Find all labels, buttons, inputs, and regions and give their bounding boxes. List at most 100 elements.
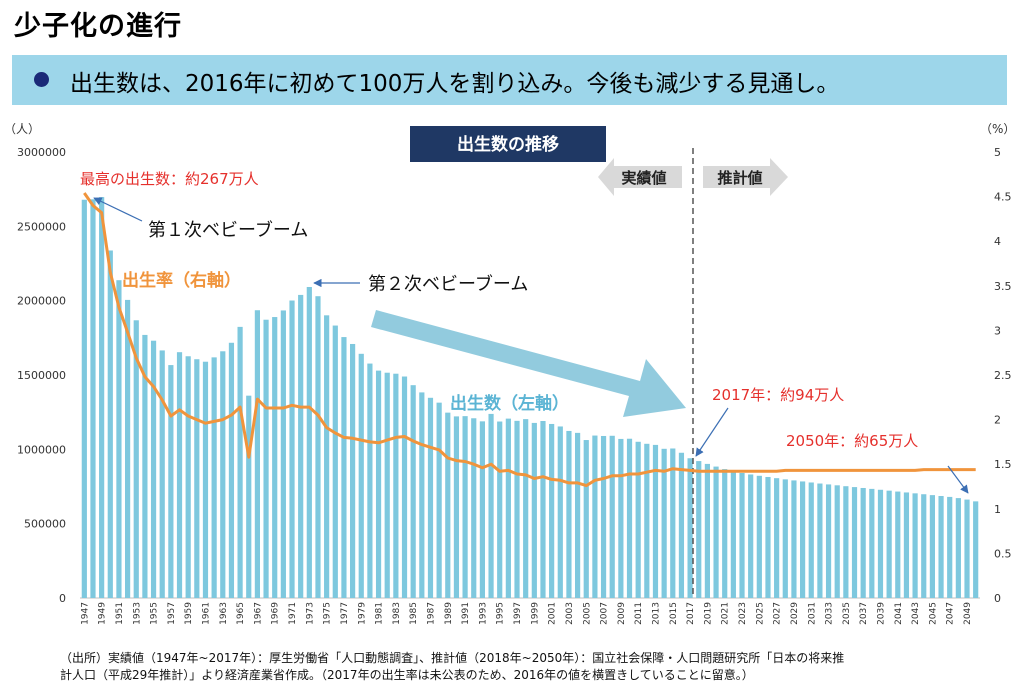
births-bar — [393, 373, 399, 598]
births-bar — [410, 385, 416, 598]
births-bar — [687, 458, 693, 598]
births-bar — [150, 340, 157, 598]
births-bar — [298, 294, 304, 598]
x-tick-label: 2007 — [600, 602, 610, 625]
x-tick-label: 1963 — [219, 602, 229, 625]
births-bar — [254, 310, 260, 598]
rate-series-label: 出生率（右軸） — [122, 270, 241, 291]
births-bar — [609, 435, 615, 598]
births-bar — [133, 320, 139, 598]
left-tick-label: 500000 — [24, 518, 66, 531]
births-bar — [843, 486, 849, 598]
x-tick-label: 1997 — [513, 602, 523, 625]
births-bar — [739, 472, 745, 598]
right-tick-label: 0.5 — [994, 547, 1012, 560]
x-tick-label: 1969 — [271, 602, 281, 625]
x-tick-label: 1995 — [496, 602, 506, 625]
y2017-pointer — [695, 407, 729, 457]
x-tick-label: 1947 — [80, 602, 90, 625]
right-tick-label: 4.5 — [994, 191, 1012, 204]
births-bar — [886, 490, 892, 598]
births-bar — [142, 334, 148, 598]
source-line-2: 計人口（平成29年推計）」より経済産業省作成。（2017年の出生率は未公表のため… — [60, 668, 754, 682]
births-bar — [921, 494, 927, 598]
x-tick-label: 2013 — [651, 602, 661, 625]
births-bar — [202, 361, 209, 598]
births-bar — [246, 395, 252, 598]
births-bar — [332, 325, 338, 598]
x-tick-label: 1999 — [530, 602, 540, 625]
births-bar — [877, 489, 884, 598]
births-bar — [834, 485, 840, 598]
x-tick-label: 2047 — [946, 602, 956, 625]
right-tick-label: 4 — [994, 235, 1001, 248]
births-bar — [869, 488, 875, 598]
right-axis-unit: （%） — [980, 122, 1015, 136]
births-bar — [825, 484, 832, 598]
x-tick-label: 1977 — [340, 602, 350, 625]
births-bar — [453, 416, 460, 598]
births-bar — [471, 418, 477, 598]
births-bar — [549, 423, 555, 598]
births-bar — [228, 342, 235, 598]
x-tick-label: 2023 — [738, 602, 748, 625]
births-bar — [652, 444, 659, 598]
x-tick-label: 1967 — [253, 602, 263, 625]
births-bar — [575, 432, 581, 598]
births-bar — [730, 471, 736, 598]
births-bar — [947, 496, 953, 598]
births-bar — [523, 419, 529, 598]
x-tick-label: 2001 — [548, 602, 558, 625]
x-tick-label: 2019 — [703, 602, 713, 625]
x-tick-label: 1951 — [115, 602, 125, 625]
x-tick-label: 1971 — [288, 602, 298, 625]
births-bar — [168, 365, 174, 598]
x-tick-label: 2033 — [825, 602, 835, 625]
births-bar — [125, 299, 131, 598]
x-tick-label: 2003 — [565, 602, 575, 625]
bullet-icon — [34, 72, 49, 87]
births-bar — [384, 372, 390, 598]
births-bar — [350, 343, 356, 598]
x-tick-label: 1987 — [426, 602, 436, 625]
x-tick-label: 2027 — [773, 602, 783, 625]
right-tick-label: 0 — [994, 592, 1001, 605]
source-line-1: （出所）実績値（1947年~2017年）：厚生労働省「人口動態調査」、推計値（2… — [60, 651, 845, 665]
births-bar — [341, 337, 347, 598]
births-chart: （人） （%） 05000001000000150000020000002500… — [4, 122, 1015, 625]
x-tick-label: 1961 — [201, 602, 211, 625]
chart-title: 出生数の推移 — [457, 134, 559, 155]
forecast-label: 推計値 — [717, 169, 762, 187]
births-bar — [644, 443, 650, 598]
births-bar — [315, 296, 321, 598]
births-series-label: 出生数（左軸） — [450, 393, 569, 414]
boom1-pointer — [93, 197, 143, 222]
births-bar — [194, 359, 200, 598]
trend-arrow-icon — [371, 310, 686, 417]
births-bar — [289, 300, 295, 598]
births-bar — [765, 476, 771, 598]
x-tick-label: 2031 — [807, 602, 817, 625]
x-tick-label: 2035 — [842, 602, 852, 625]
births-bar — [514, 420, 520, 598]
births-bar — [505, 418, 511, 598]
x-tick-label: 1979 — [357, 602, 367, 625]
births-bar — [211, 357, 217, 598]
right-tick-label: 2.5 — [994, 369, 1012, 382]
x-tick-label: 2025 — [755, 602, 765, 625]
births-bar — [272, 317, 278, 598]
births-bar — [748, 474, 754, 598]
births-bar — [635, 441, 641, 598]
births-bar — [661, 448, 667, 598]
births-bar — [895, 491, 901, 598]
births-bar — [116, 280, 122, 598]
x-tick-label: 2045 — [928, 602, 938, 625]
births-bar — [808, 482, 814, 598]
max-births-annotation: 最高の出生数：約267万人 — [80, 170, 259, 188]
x-tick-label: 1953 — [132, 602, 142, 625]
births-bar — [107, 250, 113, 598]
births-bar — [800, 481, 806, 598]
births-bar — [756, 475, 762, 598]
x-tick-label: 1983 — [392, 602, 402, 625]
births-bar — [462, 416, 468, 598]
